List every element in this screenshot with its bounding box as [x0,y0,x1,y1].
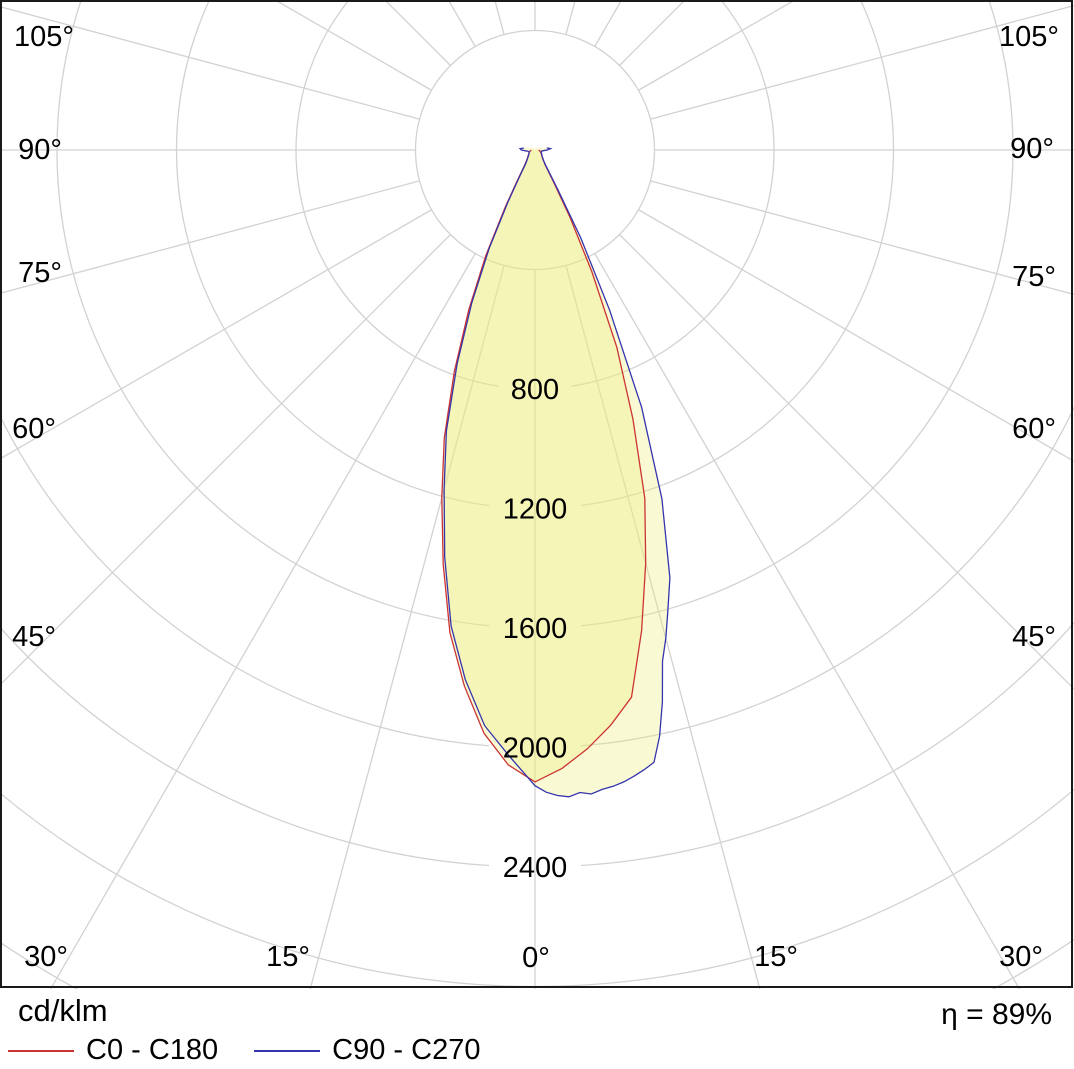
units-label: cd/klm [18,993,108,1028]
angle-label-3: 60° [12,413,56,445]
angle-label-4: 45° [12,621,56,653]
angle-labels: 105° 90° 75° 60° 45° 30° 15° 0° 15° 30° 45° 60° 75° 9… [12,21,1059,974]
legend-label-c90: C90 - C270 [332,1034,481,1066]
legend-line-c90-icon [254,1049,321,1052]
angle-label-7: 0° [522,942,550,974]
angle-label-5: 30° [24,941,68,973]
ring-label-2000: 2000 [503,733,568,765]
angle-label-9: 30° [999,941,1043,973]
footer: cd/klm η = 89% C0 - C180 C90 - C270 [0,989,1074,1069]
legend: C0 - C180 C90 - C270 [8,1036,480,1065]
plot-border [0,0,1073,988]
ring-labels: 800 1200 1600 2000 2400 [503,374,568,884]
ring-label-2400: 2400 [503,852,568,884]
angle-label-8: 15° [754,941,798,973]
angle-label-14: 105° [999,21,1059,53]
angle-label-0: 105° [14,21,74,53]
angle-label-10: 45° [1012,621,1056,653]
curve-c90-c270 [443,147,671,798]
angle-label-11: 60° [1012,413,1056,445]
ring-label-1200: 1200 [503,494,568,526]
ring-label-800: 800 [511,374,559,406]
legend-label-c0: C0 - C180 [86,1034,219,1066]
angle-label-13: 90° [1010,133,1054,165]
efficiency-value: η = 89% [941,998,1052,1031]
ring-label-1600: 1600 [503,613,568,645]
beam-fill [441,147,670,797]
angle-label-2: 75° [18,257,62,289]
angle-label-12: 75° [1012,261,1056,293]
angle-label-6: 15° [266,941,310,973]
legend-line-c0-icon [8,1049,74,1052]
angle-label-1: 90° [18,134,62,166]
